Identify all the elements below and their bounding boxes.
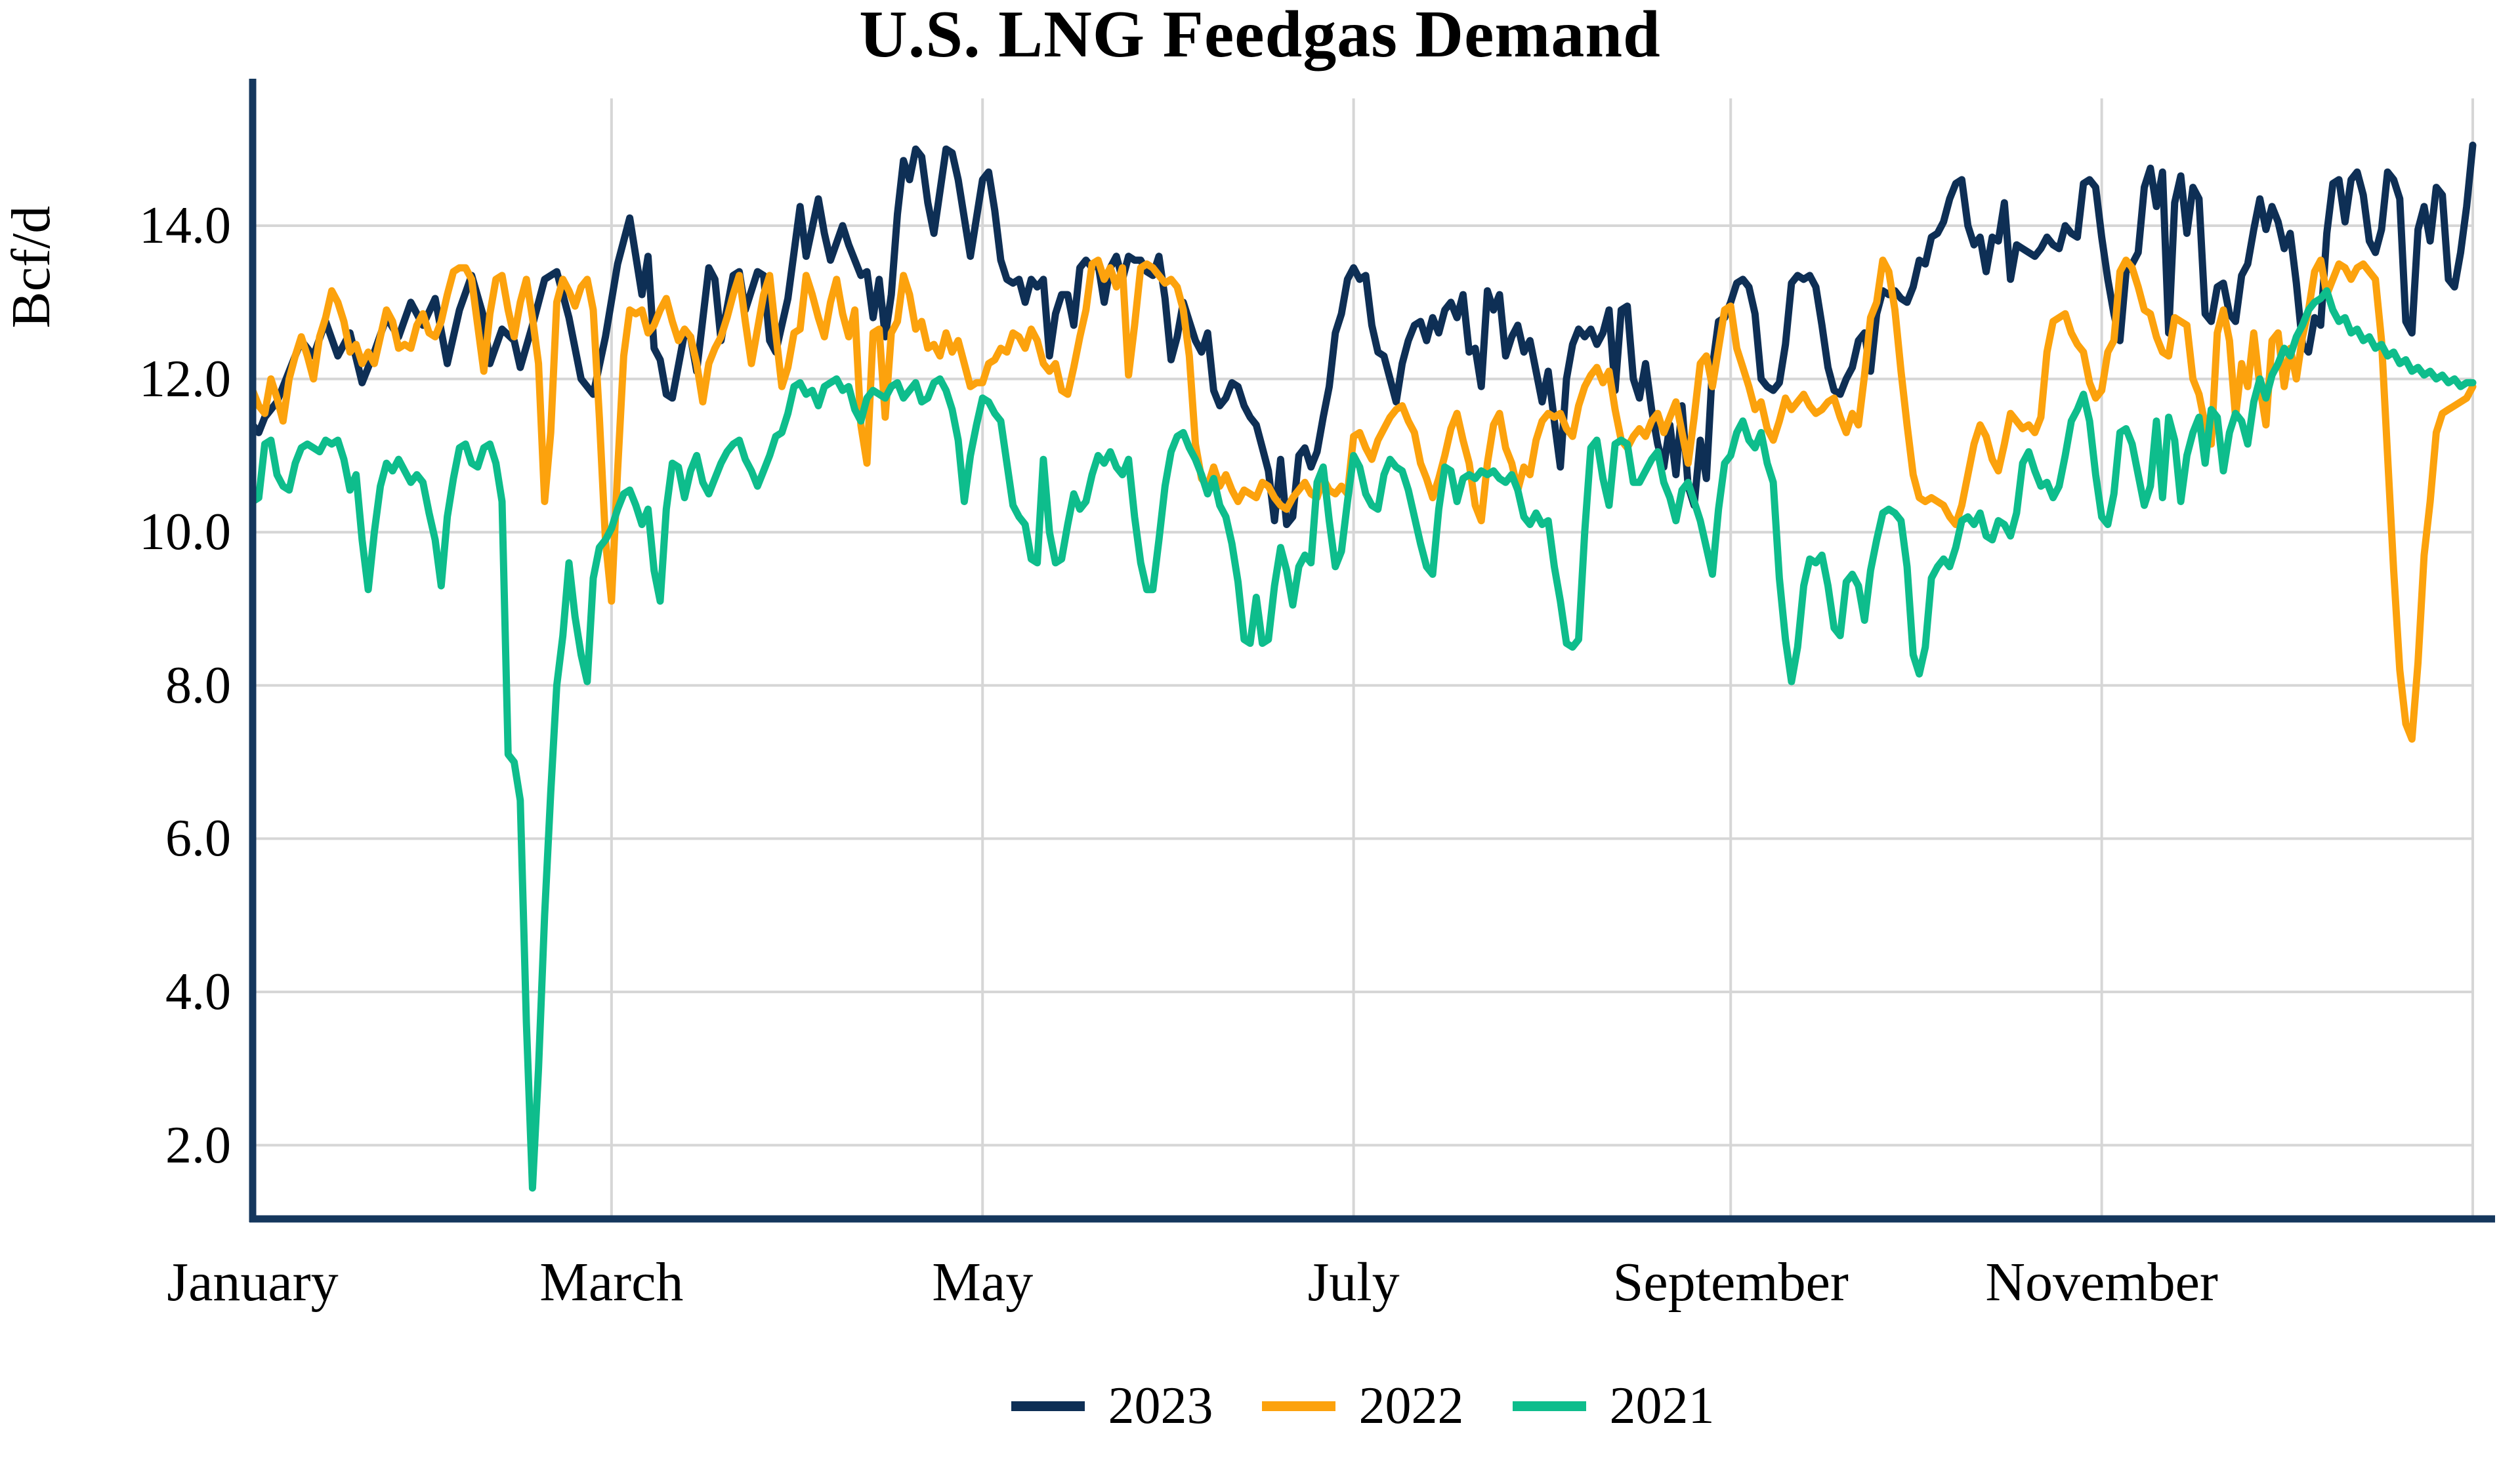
y-tick-label: 14.0: [139, 197, 231, 255]
legend-swatch-2022: [1261, 1401, 1335, 1411]
x-tick-label-september: September: [1612, 1252, 1849, 1313]
y-tick-label: 4.0: [165, 963, 231, 1021]
y-tick-label: 12.0: [139, 350, 231, 408]
axes: [249, 79, 2495, 1223]
legend-item-2022: 2022: [1261, 1373, 1464, 1439]
x-tick-label-may: May: [932, 1252, 1034, 1313]
legend-swatch-2023: [1011, 1401, 1085, 1411]
series-line-2021: [249, 287, 2477, 1192]
legend: 2023 2022 2021: [253, 1370, 2473, 1442]
series-line-2022: [249, 257, 2477, 743]
x-tick-label-november: November: [1985, 1252, 2218, 1313]
legend-swatch-2021: [1512, 1401, 1586, 1411]
legend-item-2023: 2023: [1011, 1373, 1213, 1439]
series-lines: [249, 141, 2477, 1192]
y-tick-label: 8.0: [165, 656, 231, 714]
x-tick-label-july: July: [1307, 1252, 1400, 1313]
chart-title: U.S. LNG Feedgas Demand: [859, 0, 1661, 72]
legend-item-2021: 2021: [1512, 1373, 1715, 1439]
series-line-2023: [249, 141, 2477, 528]
legend-label: 2021: [1609, 1377, 1715, 1435]
y-tick-label: 10.0: [139, 503, 231, 562]
x-tick-label-january: January: [167, 1252, 339, 1313]
legend-label: 2023: [1108, 1377, 1213, 1435]
y-tick-label: 6.0: [165, 810, 231, 868]
legend-label: 2022: [1358, 1377, 1464, 1435]
x-tick-label-march: March: [539, 1252, 684, 1313]
y-tick-label: 2.0: [165, 1116, 231, 1174]
